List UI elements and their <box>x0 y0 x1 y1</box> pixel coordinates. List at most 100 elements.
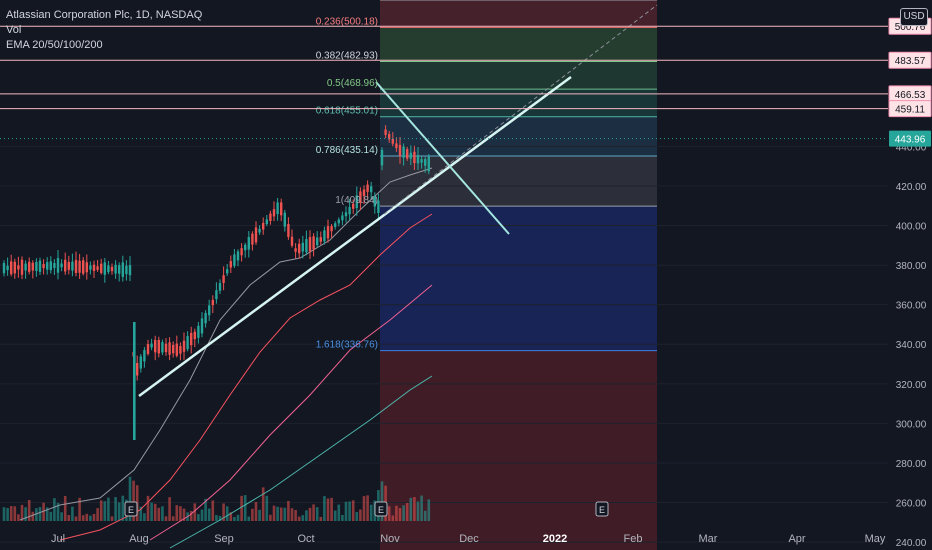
candle <box>67 255 70 275</box>
candle-body <box>74 259 78 273</box>
volume-bar <box>42 502 45 521</box>
candle <box>384 125 387 139</box>
volume-bar <box>132 480 135 521</box>
candle-body <box>233 254 236 266</box>
candle <box>161 339 164 356</box>
candle <box>398 136 402 164</box>
candle <box>380 147 384 171</box>
candle <box>136 355 139 381</box>
volume-indicator-label[interactable]: Vol <box>6 24 22 36</box>
candle-body <box>380 149 384 166</box>
candle-body <box>254 227 258 243</box>
candle-body <box>60 263 63 268</box>
fib-level-label: 0.236(500.18) <box>316 16 378 27</box>
candle-body <box>143 350 146 362</box>
candle-body <box>355 195 358 209</box>
volume-bar <box>168 497 171 521</box>
candle-body <box>222 275 225 283</box>
fibonacci-zones <box>380 0 657 550</box>
volume-bar <box>222 503 225 521</box>
candle <box>20 256 24 280</box>
currency-button[interactable]: USD <box>900 8 928 26</box>
price-marker-label: 500.76 <box>895 22 926 33</box>
candle-body <box>413 151 416 164</box>
ema-line-3 <box>149 284 433 541</box>
volume-bar <box>315 507 319 521</box>
symbol-title[interactable]: Atlassian Corporation Plc, 1D, NASDAQ <box>6 9 203 21</box>
candle-body <box>78 260 81 273</box>
volume-bar <box>294 509 297 521</box>
volume-bar <box>146 495 150 521</box>
ema-indicator-label[interactable]: EMA 20/50/100/200 <box>6 39 103 51</box>
candle <box>74 251 78 277</box>
volume-bar <box>387 506 391 521</box>
candle <box>269 210 272 225</box>
y-tick-label: 320.00 <box>896 380 927 391</box>
candle <box>179 342 182 361</box>
volume-bar <box>369 504 373 521</box>
volume-bar <box>290 508 294 521</box>
candle-body <box>240 248 243 256</box>
candle-body <box>319 237 322 242</box>
candle <box>424 156 427 173</box>
price-marker-box <box>888 51 932 69</box>
chart-legend: Atlassian Corporation Plc, 1D, NASDAQ Vo… <box>6 8 202 53</box>
volume-bar <box>53 498 56 521</box>
volume-bar <box>56 502 60 521</box>
volume-bar <box>225 506 229 521</box>
candle <box>197 321 200 344</box>
candle <box>103 258 106 283</box>
candle-body <box>168 342 171 355</box>
price-marker-label: 443.96 <box>895 135 926 146</box>
volume-bar <box>197 514 200 521</box>
volume-bar <box>247 516 251 521</box>
grid <box>0 145 888 543</box>
candle-body <box>330 226 333 232</box>
rising-trendline <box>138 75 572 398</box>
candle <box>233 248 236 268</box>
volume-bars <box>2 476 431 521</box>
volume-bar <box>341 514 344 521</box>
candle-body <box>247 237 250 250</box>
price-marker-label: 459.11 <box>895 105 925 116</box>
x-tick-label: Nov <box>380 533 400 545</box>
volume-bar <box>117 502 121 521</box>
volume-bar <box>416 501 420 521</box>
candle-body <box>373 196 376 207</box>
volume-bar <box>60 512 63 521</box>
volume-bar <box>251 508 254 521</box>
candle <box>211 295 214 314</box>
fib-zone <box>380 116 657 157</box>
volume-bar <box>204 498 207 521</box>
x-tick-label: Aug <box>129 533 149 545</box>
candle-body <box>208 305 211 316</box>
candle <box>240 243 243 262</box>
candle-body <box>175 343 178 356</box>
fib-level-label: 1(409.84) <box>335 195 378 206</box>
candle-body <box>71 261 74 271</box>
earnings-marker <box>374 501 388 517</box>
candle <box>388 130 391 143</box>
volume-bar <box>2 507 6 521</box>
candle-body <box>218 283 222 291</box>
candle <box>258 225 261 235</box>
candle <box>370 181 373 199</box>
candle <box>287 217 290 240</box>
volume-bar <box>45 507 49 521</box>
candle <box>298 238 301 259</box>
candle-body <box>211 299 214 306</box>
volume-bar <box>254 502 258 521</box>
volume-bar <box>89 515 92 521</box>
candle <box>121 255 124 282</box>
candle-body <box>64 259 67 272</box>
x-tick-label: Dec <box>459 533 479 545</box>
candle-body <box>362 189 366 196</box>
candle <box>229 255 232 274</box>
candle-body <box>182 340 186 352</box>
candle-body <box>377 200 380 214</box>
candle-body <box>164 343 168 353</box>
volume-bar <box>6 507 9 521</box>
volume-bar <box>143 513 146 521</box>
